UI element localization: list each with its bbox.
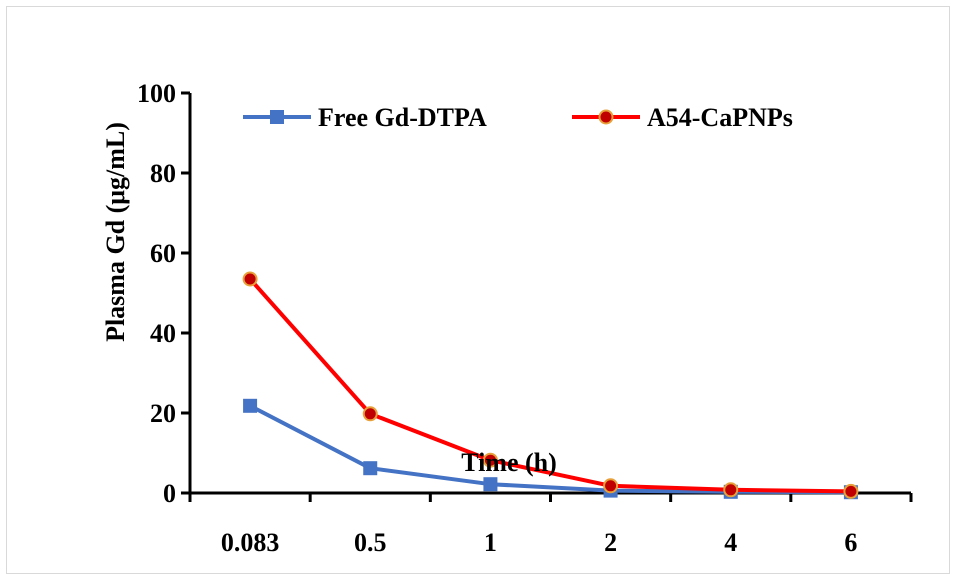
data-point (482, 452, 498, 468)
y-tick-label: 40 (150, 319, 176, 348)
data-point (362, 406, 378, 422)
y-tick-label: 0 (163, 479, 176, 508)
data-point (603, 478, 619, 494)
data-point (242, 271, 258, 287)
y-tick-label: 100 (137, 79, 176, 108)
legend-item: Free Gd-DTPA (243, 103, 487, 132)
data-point (843, 483, 859, 499)
x-tick-label: 2 (604, 528, 617, 557)
y-tick-label: 60 (150, 239, 176, 268)
axes (182, 93, 911, 495)
data-point (483, 477, 498, 492)
legend: Free Gd-DTPA A54-CaPNPs (243, 103, 793, 132)
data-point (243, 398, 258, 413)
legend-swatch-marker (270, 110, 284, 124)
x-tick-label: 0.083 (221, 528, 280, 557)
y-tick-label: 20 (150, 399, 176, 428)
y-axis-label: Plasma Gd (μg/mL) (101, 122, 130, 342)
legend-label: A54-CaPNPs (647, 103, 793, 132)
data-point (363, 461, 378, 476)
chart-frame (6, 6, 950, 574)
x-tick-label: 1 (484, 528, 497, 557)
x-tick-label: 0.5 (354, 528, 387, 557)
data-point (723, 482, 739, 498)
series-1 (242, 271, 859, 499)
legend-label: Free Gd-DTPA (318, 103, 487, 132)
x-axis-label: Time (h) (461, 448, 557, 477)
x-axis-ticks: 0.083 0.5 1 2 4 6 (188, 493, 913, 557)
y-axis-ticks: 0 20 40 60 80 100 (137, 79, 190, 508)
series-line (248, 277, 851, 494)
series-layer (242, 271, 859, 500)
legend-item: A54-CaPNPs (572, 103, 793, 132)
x-tick-label: 6 (844, 528, 857, 557)
y-tick-label: 80 (150, 159, 176, 188)
legend-swatch-marker (598, 109, 614, 125)
x-tick-label: 4 (724, 528, 737, 557)
